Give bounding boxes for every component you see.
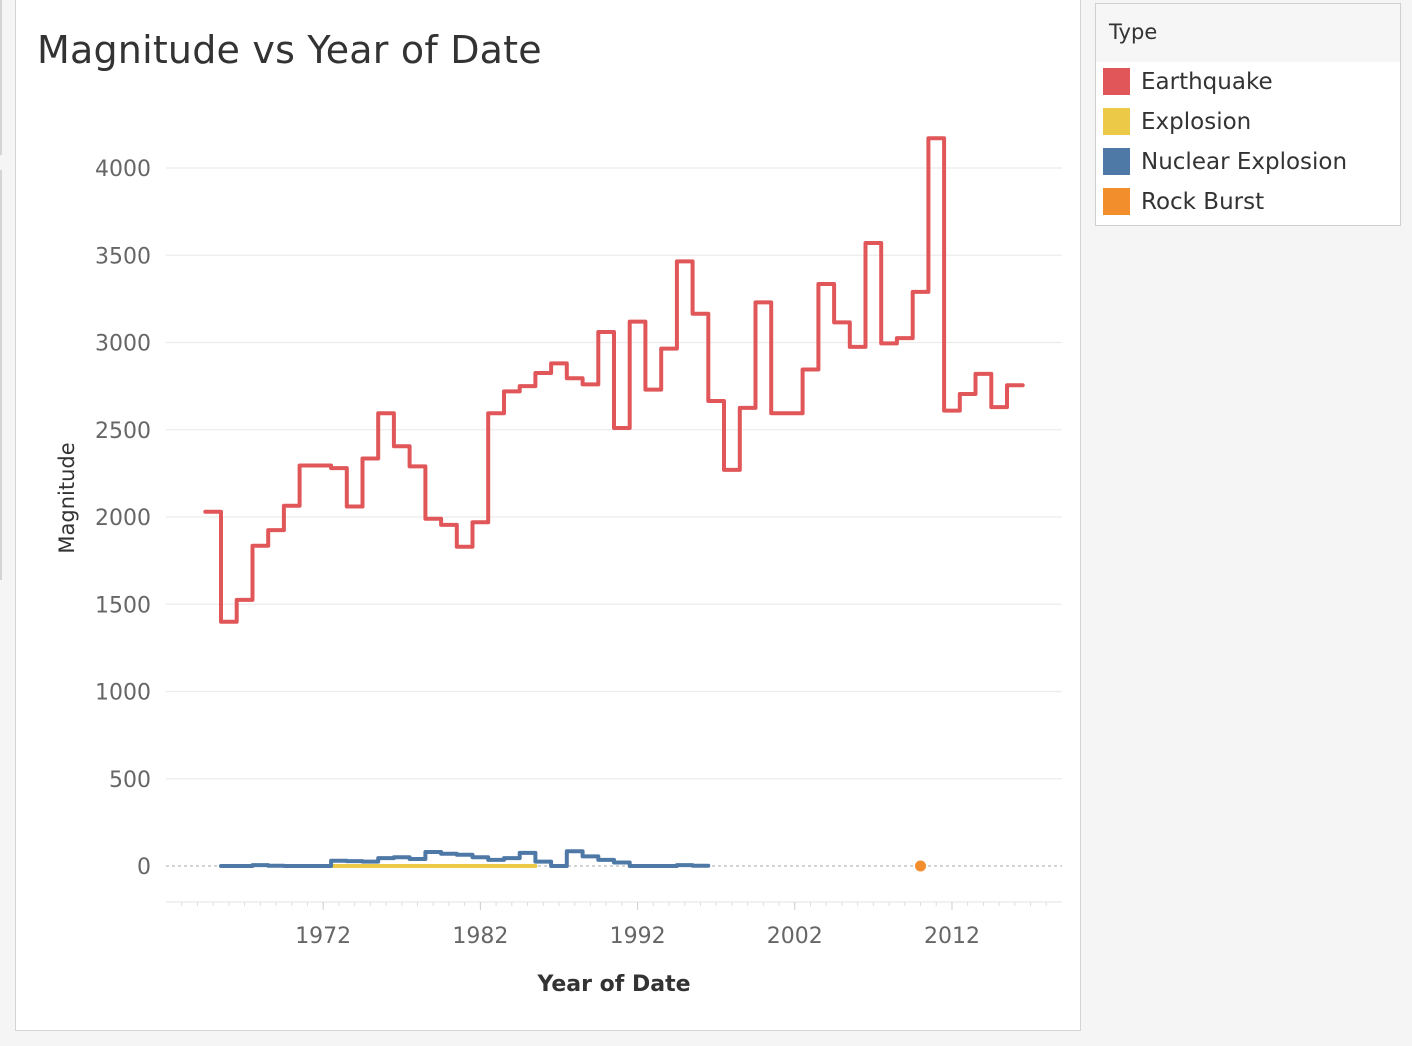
legend-swatch — [1103, 68, 1130, 95]
legend-item-nuclear-explosion[interactable]: Nuclear Explosion — [1096, 142, 1400, 182]
data-point-rock-burst — [915, 860, 927, 872]
left-panel-edge — [0, 0, 2, 155]
line-nuclear-explosion — [219, 849, 711, 868]
legend-item-explosion[interactable]: Explosion — [1096, 102, 1400, 142]
y-axis-label: Magnitude — [55, 442, 79, 553]
x-axis-label: Year of Date — [536, 972, 690, 997]
legend-label: Earthquake — [1141, 69, 1273, 95]
y-tick-label: 3000 — [95, 332, 151, 357]
plot-area: 0 500 1000 1500 2000 2500 3000 3500 4000 1972 1982… — [55, 136, 1062, 997]
legend-swatch — [1103, 188, 1130, 215]
y-tick-label: 3500 — [95, 244, 151, 269]
legend-item-earthquake[interactable]: Earthquake — [1096, 62, 1400, 102]
y-tick-label: 4000 — [95, 157, 151, 182]
legend-item-rock-burst[interactable]: Rock Burst — [1096, 182, 1400, 222]
legend-swatch — [1103, 108, 1130, 135]
line-earthquake — [203, 136, 1025, 624]
left-panel-edge — [0, 170, 2, 580]
y-tick-label: 2500 — [95, 419, 151, 444]
legend-label: Rock Burst — [1141, 189, 1265, 215]
y-tick-label: 0 — [137, 855, 151, 880]
legend-title: Type — [1096, 4, 1400, 62]
y-tick-label: 2000 — [95, 506, 151, 531]
y-tick-label: 1000 — [95, 681, 151, 706]
series-rock-burst — [915, 860, 927, 872]
chart-title: Magnitude vs Year of Date — [37, 28, 542, 72]
legend-label: Nuclear Explosion — [1141, 149, 1348, 175]
x-tick-label: 2002 — [767, 924, 823, 949]
series-nuclear-explosion — [219, 849, 711, 868]
series-earthquake — [203, 136, 1025, 624]
legend-label: Explosion — [1141, 109, 1252, 135]
y-tick-label: 500 — [109, 768, 151, 793]
worksheet — [15, 0, 1081, 1031]
legend-swatch — [1103, 148, 1130, 175]
x-tick-label: 2012 — [924, 924, 980, 949]
x-tick-label: 1992 — [610, 924, 666, 949]
legend: Type Earthquake Explosion Nuclear Explos… — [1095, 3, 1401, 226]
x-tick-label: 1982 — [452, 924, 508, 949]
x-tick-label: 1972 — [295, 924, 351, 949]
y-tick-label: 1500 — [95, 593, 151, 618]
